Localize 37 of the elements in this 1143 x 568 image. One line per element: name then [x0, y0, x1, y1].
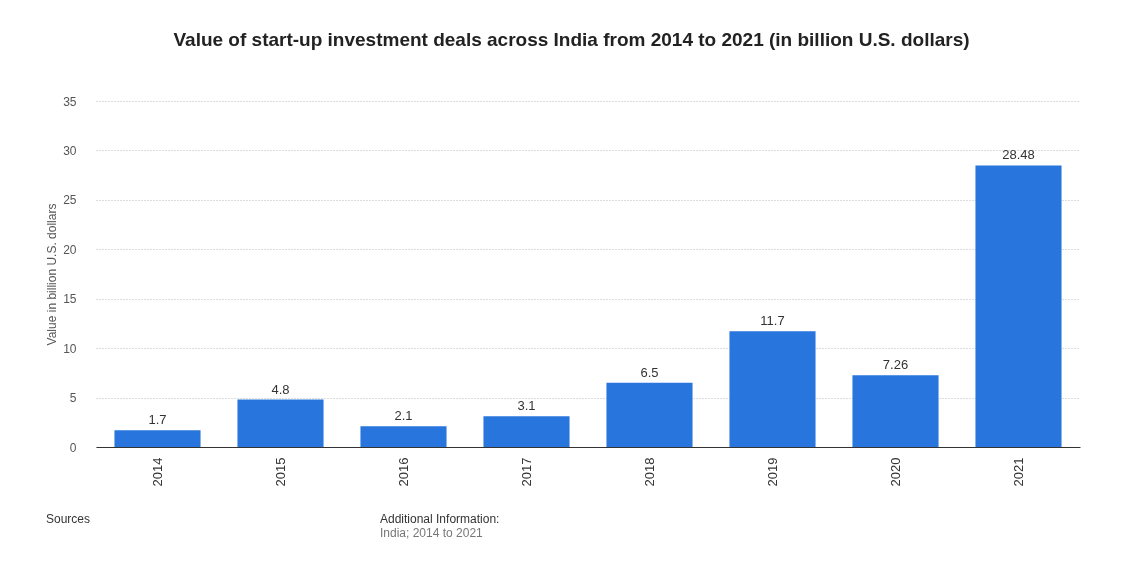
- chart-title: Value of start-up investment deals across India from 2014 to 2021 (in billion U.S. dollars): [172, 28, 971, 52]
- data-label: 7.26: [882, 357, 909, 373]
- bar: [237, 399, 324, 447]
- x-tick-label: 2018: [641, 457, 657, 487]
- bar: [975, 165, 1062, 447]
- x-tick-label: 2017: [518, 457, 534, 487]
- x-tick-label: 2019: [764, 457, 780, 487]
- y-tick-label: 35: [63, 94, 77, 109]
- y-tick-label: 30: [63, 143, 77, 158]
- bar: [114, 430, 201, 447]
- bar: [729, 331, 816, 447]
- x-tick-label: 2015: [272, 457, 288, 487]
- text: India; 2014 to 2021: [380, 526, 483, 540]
- data-label: 11.7: [760, 313, 785, 329]
- data-label: 4.8: [271, 381, 290, 397]
- y-tick-label: 0: [69, 440, 77, 455]
- data-label: 2.1: [394, 408, 413, 424]
- data-label: 28.48: [1002, 147, 1035, 163]
- bar: [360, 426, 447, 447]
- data-label: 3.1: [517, 398, 536, 414]
- y-tick-label: 25: [63, 193, 77, 208]
- y-tick-label: 20: [63, 242, 77, 257]
- y-tick-label: 5: [69, 391, 77, 406]
- x-tick-label: 2016: [395, 457, 411, 487]
- x-tick-label: 2021: [1010, 457, 1026, 487]
- data-label: 6.5: [640, 364, 659, 380]
- y-axis-title: Value in billion U.S. dollars: [45, 203, 60, 346]
- y-tick-label: 15: [63, 292, 77, 307]
- data-label: 1.7: [148, 412, 167, 428]
- bar: [852, 375, 939, 447]
- bar: [483, 416, 570, 447]
- x-tick-label: 2020: [887, 457, 903, 487]
- text: Additional Information:: [380, 512, 500, 526]
- bar: [606, 382, 693, 447]
- text: Sources: [46, 512, 91, 526]
- x-tick-label: 2014: [149, 457, 165, 487]
- y-tick-label: 10: [63, 341, 77, 356]
